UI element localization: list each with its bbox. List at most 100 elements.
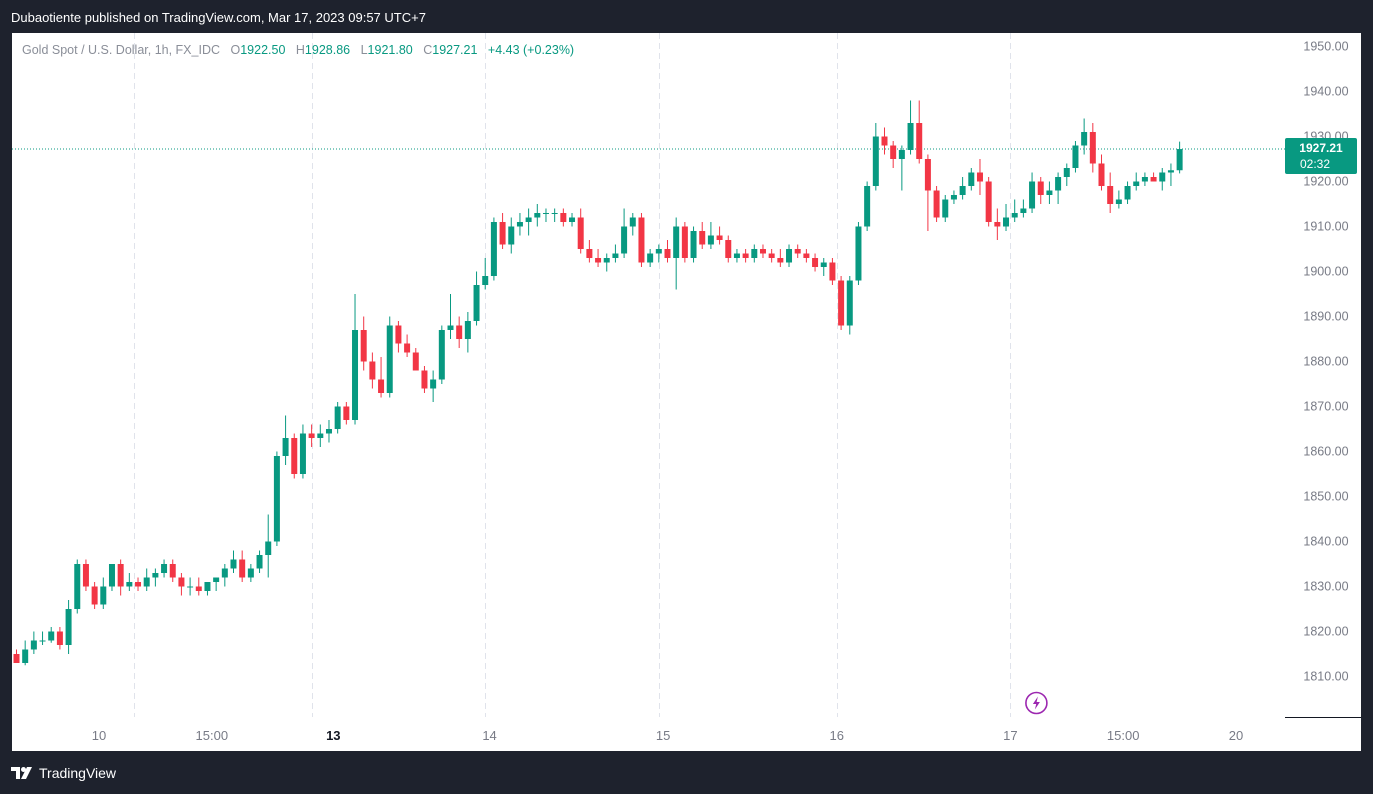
candle-body xyxy=(30,640,37,650)
candle-body xyxy=(74,564,81,609)
candle-body xyxy=(412,352,419,371)
candle-body xyxy=(48,631,55,641)
legend-open-label: O xyxy=(230,43,241,57)
symbol-legend: Gold Spot / U.S. Dollar, 1h, FX_IDC O192… xyxy=(22,43,574,57)
legend-low-value: 1921.80 xyxy=(367,43,413,57)
candle-body xyxy=(968,172,975,186)
candle-body xyxy=(464,321,471,339)
candle-body xyxy=(1159,172,1166,182)
candle-body xyxy=(169,564,176,578)
candle-body xyxy=(629,217,636,227)
candle-body xyxy=(1089,132,1096,164)
candlestick-chart[interactable]: 1950.001940.001930.001920.001910.001900.… xyxy=(12,33,1361,751)
candle-body xyxy=(933,190,940,218)
candle-body xyxy=(577,217,584,249)
candle-body xyxy=(942,199,949,218)
time-tick-label: 15 xyxy=(656,728,670,743)
candle-body xyxy=(716,235,723,240)
candle-body xyxy=(108,564,115,587)
candle-body xyxy=(456,325,463,339)
candle-body xyxy=(239,559,246,578)
legend-high-label: H xyxy=(295,43,305,57)
candle-body xyxy=(542,213,549,214)
event-marker[interactable] xyxy=(1025,691,1048,715)
legend-symbol[interactable]: Gold Spot / U.S. Dollar, 1h, FX_IDC xyxy=(22,43,220,57)
candle-body xyxy=(161,564,168,573)
footer-branding[interactable]: TradingView xyxy=(11,762,116,784)
candle-body xyxy=(100,586,107,605)
candle-body xyxy=(482,276,489,285)
price-tick-label: 1950.00 xyxy=(1303,40,1348,54)
candle-body xyxy=(699,231,706,245)
candle-body xyxy=(872,136,879,186)
candle-body xyxy=(308,433,315,438)
price-tick-label: 1900.00 xyxy=(1303,265,1348,279)
legend-close-label: C xyxy=(423,43,433,57)
candle-body xyxy=(525,217,532,222)
candle-body xyxy=(395,325,402,344)
published-header: Dubaotiente published on TradingView.com… xyxy=(0,0,1373,33)
price-tick-label: 1870.00 xyxy=(1303,400,1348,414)
candle-body xyxy=(126,582,133,587)
lightning-icon xyxy=(1032,696,1040,710)
candle-body xyxy=(204,582,211,591)
time-tick-label: 17 xyxy=(1003,728,1017,743)
candle-body xyxy=(881,136,888,146)
legend-close-value: 1927.21 xyxy=(432,43,478,57)
candle-body xyxy=(213,577,220,582)
candle-body xyxy=(916,123,923,159)
time-tick-label: 14 xyxy=(482,728,496,743)
candle-body xyxy=(1107,186,1114,204)
time-tick-label: 13 xyxy=(326,728,340,743)
price-tick-label: 1830.00 xyxy=(1303,580,1348,594)
candle-body xyxy=(378,379,385,393)
candle-body xyxy=(1081,132,1088,146)
candle-body xyxy=(404,343,411,353)
price-tick-label: 1820.00 xyxy=(1303,625,1348,639)
candle-body xyxy=(907,123,914,150)
price-tick-label: 1810.00 xyxy=(1303,670,1348,684)
candle-body xyxy=(733,253,740,258)
candle-body xyxy=(976,172,983,182)
candle-body xyxy=(569,217,576,222)
candle-body xyxy=(647,253,654,263)
candle-body xyxy=(273,456,280,542)
candle-body xyxy=(794,249,801,254)
vertical-grid xyxy=(134,33,1011,717)
price-tick-label: 1850.00 xyxy=(1303,490,1348,504)
candle-body xyxy=(317,433,324,438)
candle-body xyxy=(690,231,697,258)
candle-body xyxy=(595,258,602,263)
candle-body xyxy=(1150,177,1157,182)
candle-body xyxy=(1063,168,1070,177)
candle-body xyxy=(1115,199,1122,204)
candle-body xyxy=(1124,186,1131,200)
candle-body xyxy=(673,226,680,258)
time-tick-label: 16 xyxy=(830,728,844,743)
time-tick-label: 15:00 xyxy=(196,728,229,743)
candle-body xyxy=(152,573,159,578)
candle-body xyxy=(1020,208,1027,213)
candle-body xyxy=(1029,181,1036,209)
candle-body xyxy=(777,258,784,263)
candle-body xyxy=(742,253,749,258)
candle-body xyxy=(586,249,593,258)
time-tick-label: 20 xyxy=(1229,728,1243,743)
candle-body xyxy=(490,222,497,276)
footer-brand: TradingView xyxy=(39,765,117,781)
candle-body xyxy=(751,249,758,258)
candles-group xyxy=(13,100,1183,666)
last-price-badge-bg xyxy=(1285,138,1357,174)
candle-body xyxy=(707,235,714,245)
candle-body xyxy=(516,222,523,227)
candle-body xyxy=(91,586,98,605)
candle-body xyxy=(829,262,836,281)
candle-body xyxy=(621,226,628,254)
legend-open-value: 1922.50 xyxy=(240,43,286,57)
time-axis[interactable]: 10 15:00 13 14 15 16 17 15:00 20 xyxy=(92,728,1244,743)
legend-change: +4.43 (+0.23%) xyxy=(487,43,575,57)
price-tick-label: 1940.00 xyxy=(1303,85,1348,99)
time-tick-label: 15:00 xyxy=(1107,728,1140,743)
chart-panel[interactable]: 1950.00 1940.00 1930.00 1920.00 1910.00 1900.… xyxy=(12,33,1361,751)
candle-body xyxy=(898,150,905,159)
